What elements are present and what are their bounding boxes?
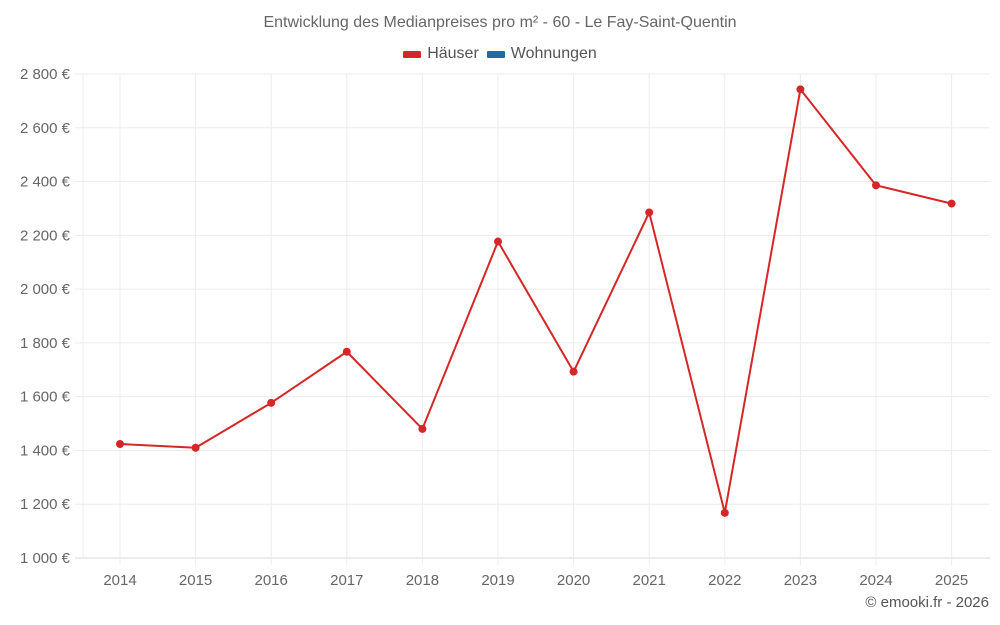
y-tick-label: 2 400 € xyxy=(20,174,71,191)
x-axis: 2014 2015 2016 2017 2018 2019 2020 2021 2022 2023… xyxy=(103,572,968,589)
x-tick-label: 2014 xyxy=(103,572,136,589)
data-point[interactable] xyxy=(342,347,351,356)
x-tick-label: 2022 xyxy=(708,572,741,589)
data-point[interactable] xyxy=(116,439,124,448)
legend-item-haeuser[interactable]: Häuser xyxy=(403,45,479,63)
data-point[interactable] xyxy=(267,398,276,407)
y-tick-label: 1 400 € xyxy=(20,442,71,459)
x-tick-label: 2015 xyxy=(179,572,212,589)
y-tick-label: 1 800 € xyxy=(20,335,71,352)
y-tick-label: 2 200 € xyxy=(20,227,71,244)
y-axis: 1 000 € 1 200 € 1 400 € 1 600 € 1 800 € 2 000… xyxy=(20,66,71,567)
x-tick-label: 2021 xyxy=(633,572,666,589)
legend-swatch-icon xyxy=(486,50,505,58)
chart-title: Entwicklung des Medianpreises pro m² - 6… xyxy=(263,14,737,31)
data-point[interactable] xyxy=(645,208,654,217)
y-tick-label: 1 000 € xyxy=(20,550,71,567)
y-tick-label: 1 600 € xyxy=(20,389,71,406)
legend: Häuser Wohnungen xyxy=(0,45,1000,63)
data-point[interactable] xyxy=(720,508,729,517)
y-tick-label: 2 000 € xyxy=(20,281,71,298)
grid xyxy=(75,73,990,565)
y-tick-label: 1 200 € xyxy=(20,496,71,513)
data-point[interactable] xyxy=(191,443,200,452)
data-point[interactable] xyxy=(494,237,502,246)
data-point[interactable] xyxy=(796,85,805,94)
x-tick-label: 2024 xyxy=(859,572,892,589)
legend-label: Häuser xyxy=(427,45,479,62)
x-tick-label: 2016 xyxy=(255,572,288,589)
legend-item-wohnungen[interactable]: Wohnungen xyxy=(486,45,597,63)
data-point[interactable] xyxy=(872,181,880,190)
x-tick-label: 2019 xyxy=(481,572,514,589)
y-tick-label: 2 800 € xyxy=(20,66,71,83)
data-point[interactable] xyxy=(569,367,578,376)
x-tick-label: 2018 xyxy=(406,572,439,589)
data-point[interactable] xyxy=(418,424,427,433)
data-point[interactable] xyxy=(947,199,956,208)
x-tick-label: 2023 xyxy=(784,572,817,589)
legend-swatch-icon xyxy=(403,50,422,58)
credit: © emooki.fr - 2026 xyxy=(865,594,989,611)
x-tick-label: 2025 xyxy=(935,572,968,589)
legend-label: Wohnungen xyxy=(510,45,597,62)
series-haeuser xyxy=(116,85,956,517)
x-tick-label: 2020 xyxy=(557,572,590,589)
x-tick-label: 2017 xyxy=(330,572,363,589)
y-tick-label: 2 600 € xyxy=(20,120,71,137)
